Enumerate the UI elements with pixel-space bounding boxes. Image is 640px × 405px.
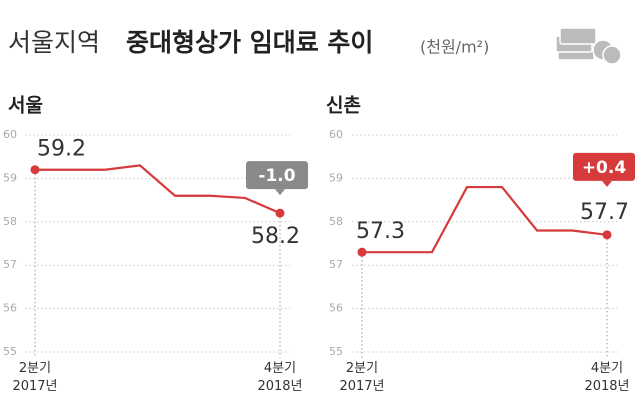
y-tick-label: 56 (3, 302, 17, 315)
y-tick-label: 57 (3, 258, 17, 271)
title-bold: 중대형상가 임대료 추이 (126, 28, 373, 57)
value-label: 57.7 (580, 200, 629, 225)
value-label: 58.2 (251, 224, 300, 249)
y-tick-label: 57 (329, 258, 343, 271)
point (357, 247, 367, 257)
line (35, 164, 281, 215)
y-tick-label: 58 (329, 215, 343, 228)
change-label: -1.0 (258, 166, 295, 186)
change-badge (573, 152, 635, 181)
y-tick-label: 56 (329, 302, 343, 315)
change-badge (246, 161, 308, 190)
y-tick-label: 59 (329, 171, 343, 184)
value-label: 57.3 (356, 219, 405, 244)
title-light: 서울지역 (8, 28, 100, 57)
money-icon (555, 27, 622, 65)
x-tick-label: 2분기 2017년 (12, 361, 58, 394)
x-tick-label: 4분기 2018년 (584, 361, 630, 394)
x-tick-label: 2분기 2017년 (339, 361, 385, 394)
point (30, 165, 40, 175)
panel-title: 서울 (8, 95, 43, 117)
y-tick-label: 55 (3, 345, 17, 358)
badge-pointer (602, 180, 612, 187)
y-tick-label: 60 (329, 128, 343, 141)
line (362, 185, 608, 254)
badge-pointer (275, 189, 285, 196)
value-label: 59.2 (37, 137, 86, 162)
change-label: +0.4 (582, 158, 627, 178)
point (275, 208, 285, 218)
point (602, 230, 612, 240)
y-tick-label: 59 (3, 171, 17, 184)
y-tick-label: 55 (329, 345, 343, 358)
unit: (천원/m²) (420, 38, 489, 57)
y-tick-label: 60 (3, 128, 17, 141)
panel-title: 신촌 (326, 95, 361, 117)
x-tick-label: 4분기 2018년 (257, 361, 303, 394)
y-tick-label: 58 (3, 215, 17, 228)
